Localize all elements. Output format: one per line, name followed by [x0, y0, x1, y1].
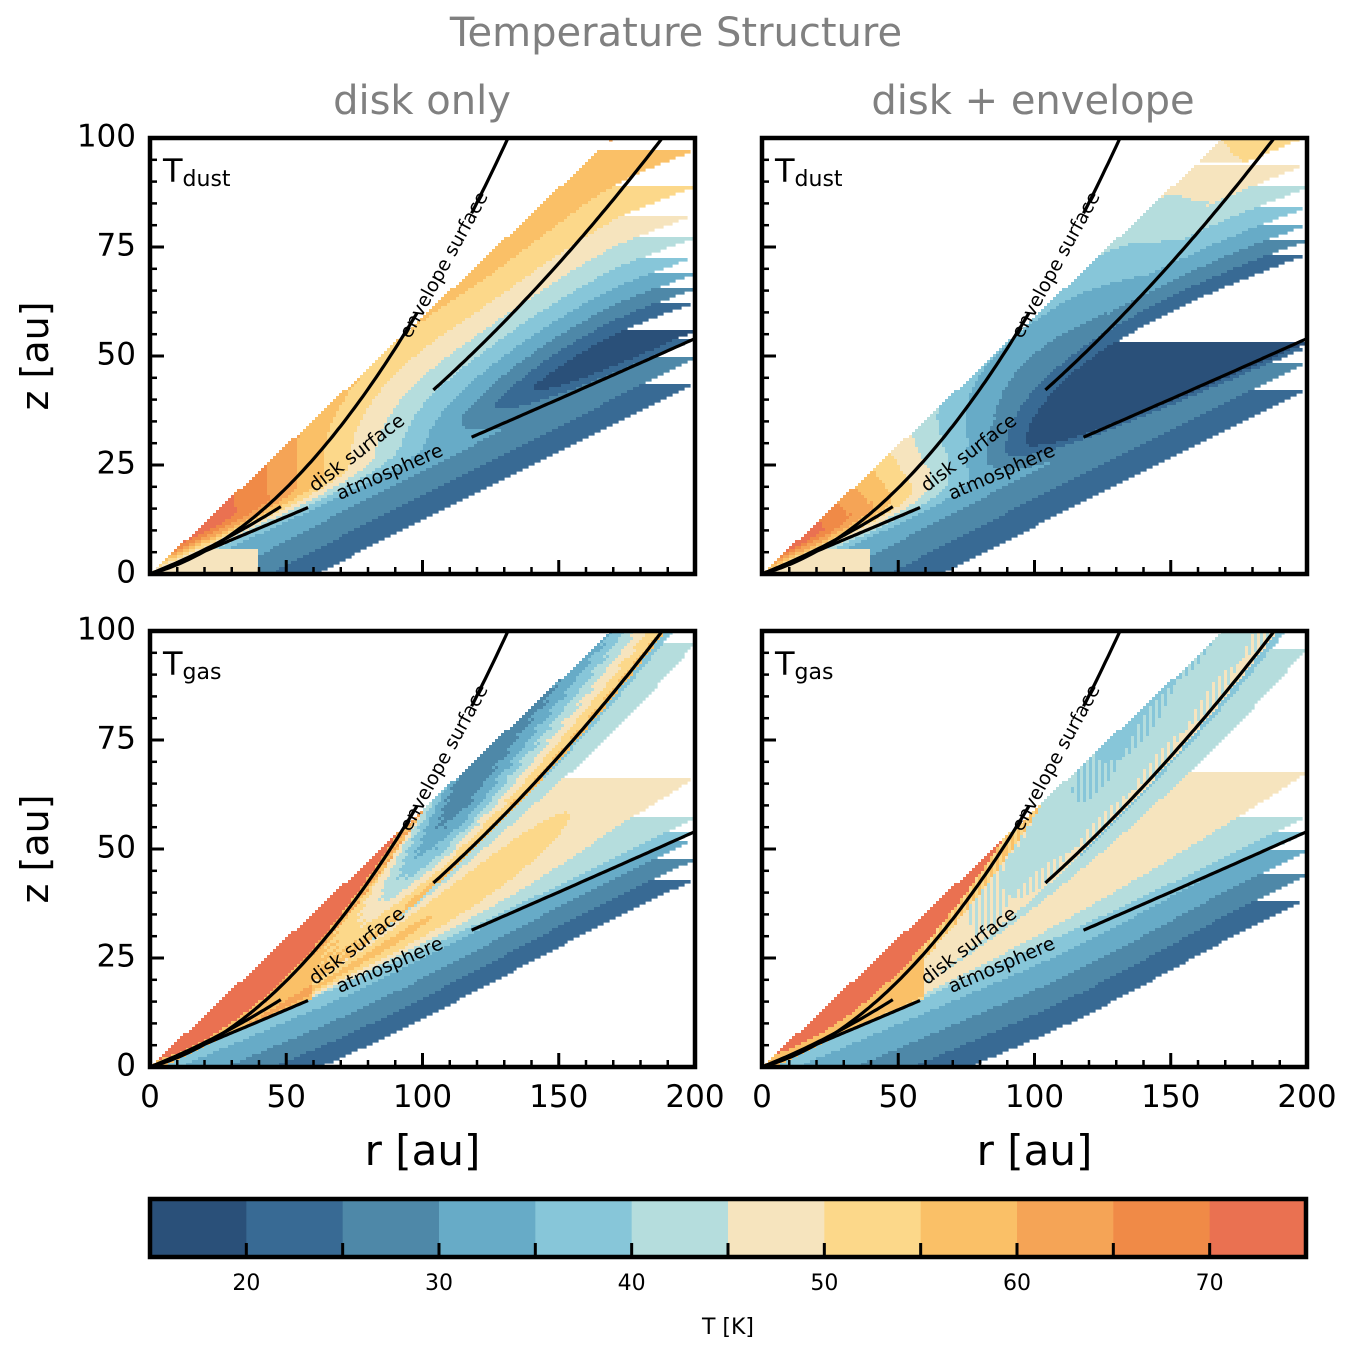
surface-line	[762, 999, 921, 1067]
colorbar-band	[631, 1199, 729, 1257]
surface-line	[150, 999, 309, 1067]
panel-label: Tgas	[162, 645, 221, 685]
colorbar-tick-label: 40	[618, 1271, 646, 1296]
x-tick-label: 0	[752, 1079, 772, 1115]
surface-line	[150, 506, 309, 574]
colorbar-band	[1113, 1199, 1211, 1257]
x-tick-label: 50	[879, 1079, 918, 1115]
y-tick-label: 0	[116, 1048, 136, 1084]
y-tick-label: 75	[97, 228, 136, 264]
surface-line	[1044, 631, 1277, 885]
y-tick-label: 100	[77, 119, 136, 155]
colorbar-tick-label: 70	[1196, 1271, 1224, 1296]
x-axis-label: r [au]	[977, 1126, 1093, 1175]
y-tick-label: 0	[116, 555, 136, 591]
colorbar-tick-label: 20	[232, 1271, 260, 1296]
colorbar-tick-label: 30	[425, 1271, 453, 1296]
surface-line	[1082, 336, 1307, 439]
y-tick-label: 100	[77, 612, 136, 648]
ticks-gas-disk	[148, 629, 697, 1069]
x-tick-label: 150	[529, 1079, 588, 1115]
column-title-disk-only: disk only	[333, 78, 511, 124]
x-tick-label: 150	[1141, 1079, 1200, 1115]
ticks-dust-env	[760, 136, 1309, 576]
colorbar-band	[342, 1199, 440, 1257]
surface-line	[432, 631, 665, 885]
surface-line	[470, 336, 695, 439]
colorbar-band	[1209, 1199, 1307, 1257]
colorbar-band	[535, 1199, 633, 1257]
heatmap-gas-disk	[150, 631, 694, 1067]
colorbar-label: T [K]	[701, 1315, 754, 1340]
x-tick-label: 100	[1005, 1079, 1064, 1115]
x-axis-label: r [au]	[365, 1126, 481, 1175]
heatmap-dust-disk	[150, 138, 694, 574]
x-tick-label: 200	[1277, 1079, 1336, 1115]
ticks-gas-env	[760, 629, 1309, 1069]
y-axis-label: z [au]	[13, 794, 57, 903]
colorbar-band	[439, 1199, 536, 1257]
y-axis-label: z [au]	[13, 301, 57, 410]
column-title-disk-envelope: disk + envelope	[871, 78, 1194, 124]
surface-line	[432, 138, 665, 392]
colorbar: 20 30 40 50 60 70 T [K]	[147, 1196, 1309, 1340]
surface-line	[762, 506, 921, 574]
y-tick-label: 50	[97, 337, 136, 373]
colorbar-band	[728, 1199, 825, 1257]
y-tick-label: 75	[97, 721, 136, 757]
panel-label: Tgas	[774, 645, 833, 685]
colorbar-band	[1017, 1199, 1114, 1257]
x-tick-label: 0	[140, 1079, 160, 1115]
heatmap-gas-env	[762, 631, 1306, 1067]
y-tick-label: 25	[97, 939, 136, 975]
surface-line	[1082, 829, 1307, 932]
figure-title: Temperature Structure	[449, 10, 902, 56]
y-tick-label: 25	[97, 446, 136, 482]
x-tick-label: 50	[267, 1079, 306, 1115]
colorbar-band	[824, 1199, 922, 1257]
ticks-dust-disk	[148, 136, 697, 576]
x-tick-label: 200	[665, 1079, 724, 1115]
colorbar-tick-label: 60	[1003, 1271, 1031, 1296]
colorbar-band	[920, 1199, 1018, 1257]
surface-line	[1044, 138, 1277, 392]
panel-label: Tdust	[162, 152, 231, 192]
panel-label: Tdust	[774, 152, 843, 192]
colorbar-band	[150, 1199, 247, 1257]
surface-line	[470, 829, 695, 932]
colorbar-band	[246, 1199, 344, 1257]
y-tick-label: 50	[97, 830, 136, 866]
heatmap-dust-env	[762, 138, 1306, 574]
colorbar-tick-label: 50	[810, 1271, 838, 1296]
x-tick-label: 100	[393, 1079, 452, 1115]
